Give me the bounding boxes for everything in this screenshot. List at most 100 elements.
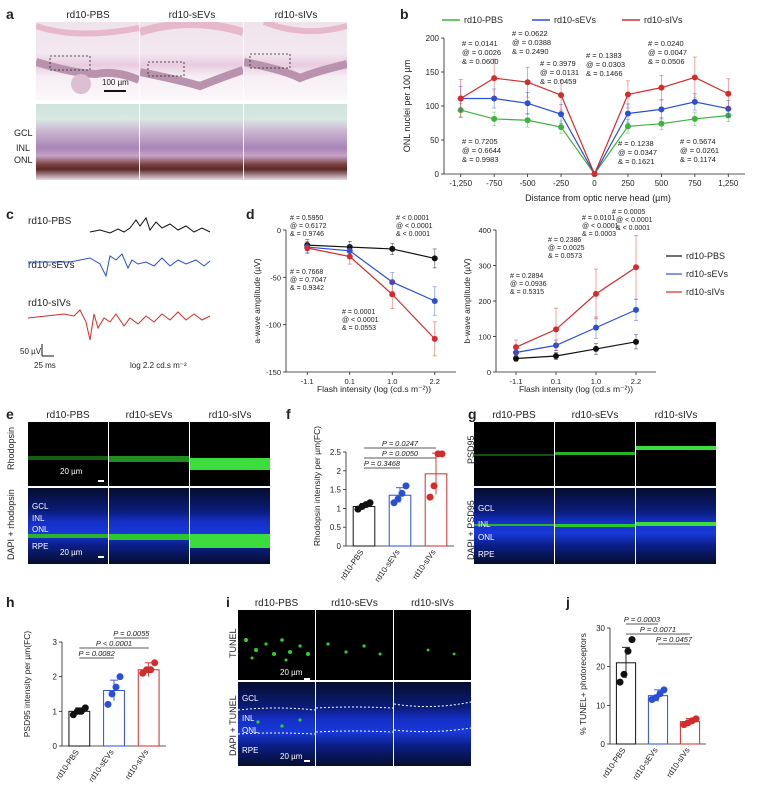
b-stat: @ = 0.0303 [586, 60, 625, 69]
data-point [112, 683, 120, 691]
scale-bar [304, 760, 310, 762]
chart-h: 0 1 2 3 rd10-PBS rd10-sEVs rd10-sIVs P = 0.0055… [22, 629, 166, 784]
x-tick-label: 2.2 [631, 377, 641, 386]
b-stat: # = 0.7205 [462, 137, 498, 146]
x-tick-label: 1.0 [591, 377, 601, 386]
data-point [524, 100, 531, 107]
p-value-label: P = 0.0055 [113, 629, 150, 638]
scale-y-label: 50 µV [20, 347, 42, 356]
y-tick-label: 400 [478, 226, 491, 235]
da-stat: @ = 0.7047 [290, 277, 327, 284]
data-point [147, 666, 155, 674]
scale-bar-label: 20 µm [60, 548, 83, 557]
x-tick-label: -750 [486, 179, 503, 188]
dapi-tunel-sivs-lines [394, 701, 471, 733]
y-tick-label: 100 [426, 102, 440, 111]
legend-label-sevs: rd10-sEVs [686, 269, 729, 279]
db-ylabel: b-wave amplitude (µV) [462, 258, 472, 343]
layer-label-inl: INL [242, 714, 255, 723]
db-stat: @ = 0.0025 [548, 245, 585, 252]
e-row2-label: DAPI + rhodopsin [6, 489, 16, 560]
data-point [394, 495, 402, 503]
b-stat: & = 0.2490 [512, 47, 549, 56]
p-value-label: P = 0.3468 [364, 459, 401, 468]
x-tick-label: -1.1 [301, 377, 314, 386]
legend-label-sivs: rd10-sIVs [644, 15, 683, 25]
scale-bar [98, 556, 104, 558]
b-stat: # = 0.5674 [680, 137, 716, 146]
y-tick-label: 0 [435, 170, 440, 179]
p-value-label: P = 0.0457 [656, 635, 693, 644]
panel-letter-b: b [400, 6, 409, 22]
bar [352, 506, 376, 547]
series-line [307, 247, 436, 340]
layer-label-inl: INL [32, 514, 45, 523]
flash-intensity-label: log 2.2 cd.s m⁻² [130, 361, 187, 370]
panel-letter-e: e [6, 406, 14, 422]
f-ylabel: Rhodopsin intensity per µm(FC) [312, 426, 322, 546]
data-point [633, 264, 639, 271]
da-stat: # = 0.7668 [290, 269, 323, 276]
psd95-sivs [636, 422, 716, 486]
b-stat: @ = 0.0388 [512, 38, 551, 47]
i-header-sivs: rd10-sIVs [411, 598, 454, 609]
db-stat: & = 0.5315 [510, 289, 544, 296]
y-tick-label: 0 [277, 226, 281, 235]
e-header-sevs: rd10-sEVs [125, 410, 173, 421]
data-point [593, 324, 599, 331]
b-stat: & = 0.9983 [462, 155, 499, 164]
y-tick-label: -150 [266, 368, 281, 377]
layer-label-inl: INL [478, 520, 491, 529]
data-point [553, 326, 559, 333]
dapi-rhodopsin-sivs [190, 488, 270, 564]
dapi-tunel-sevs-lines [316, 706, 393, 733]
b-stat: # = 0.0240 [648, 39, 684, 48]
db-stat: # = 0.0101 [582, 215, 615, 222]
x-tick-label: 750 [688, 179, 702, 188]
b-stat: # = 0.0141 [462, 39, 498, 48]
da-stat: & < 0.0001 [396, 231, 430, 238]
i-row2-label: DAPI + TUNEL [228, 695, 238, 756]
data-point [426, 493, 434, 501]
y-tick-label: 0 [601, 740, 606, 749]
series-line [307, 246, 435, 302]
data-point [593, 290, 599, 297]
data-point [593, 345, 599, 352]
db-stat: & < 0.0001 [616, 225, 650, 232]
dapi-psd95-sivs [636, 488, 716, 564]
b-stat: & = 0.0600 [462, 57, 499, 66]
b-stat: & = 0.0506 [648, 57, 685, 66]
b-stat: # = 0.1383 [586, 51, 622, 60]
series-line [515, 341, 637, 360]
j-ylabel: % TUNEL+ photoreceptors [578, 633, 588, 735]
layer-label-rpe: RPE [32, 542, 49, 551]
y-tick-label: 30 [596, 624, 605, 633]
b-stat: & = 0.1466 [586, 69, 623, 78]
he-lowmag-sevs-drawing [140, 22, 243, 91]
scale-bar [104, 90, 126, 92]
scale-bar-label: 20 µm [280, 752, 303, 761]
data-point [658, 84, 665, 91]
y-tick-label: 1.5 [330, 486, 342, 495]
chart-d: 0 -50 -100 -150 -1.1 0.1 1.0 2.2 0 100 200 300 400 -… [252, 209, 729, 394]
y-tick-label: 300 [478, 262, 491, 271]
data-point [624, 110, 631, 117]
p-value-label: P = 0.0003 [624, 615, 661, 624]
he-highmag-pbs [36, 104, 139, 180]
data-point [151, 659, 159, 667]
data-point [430, 482, 438, 490]
db-stat: @ < 0.0001 [616, 217, 653, 224]
trace-label-sevs: rd10-sEVs [28, 260, 75, 271]
data-point [553, 353, 559, 360]
data-point [108, 690, 116, 698]
data-point [591, 171, 598, 177]
b-stat: # = 0.1238 [618, 139, 654, 148]
dapi-tunel-pbs-lines [238, 707, 315, 735]
data-point [389, 291, 396, 298]
scale-x-label: 25 ms [34, 361, 56, 370]
trace-sivs [27, 309, 211, 341]
da-stat: & = 0.9746 [290, 231, 324, 238]
p-value-label: P = 0.0071 [640, 625, 676, 634]
x-tick-label: 0 [592, 179, 597, 188]
data-point [513, 355, 519, 362]
